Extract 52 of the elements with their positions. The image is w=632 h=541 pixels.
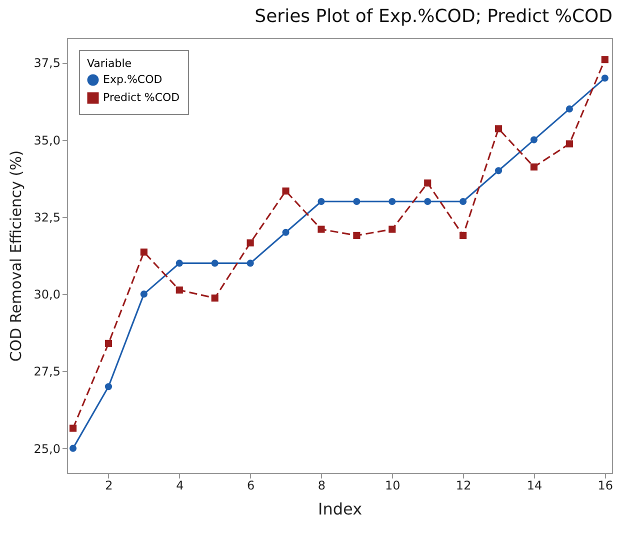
point	[601, 56, 608, 64]
point	[318, 198, 325, 206]
point	[69, 424, 77, 432]
point	[282, 228, 290, 236]
point	[388, 226, 396, 233]
x-tick-label: 2	[105, 478, 113, 492]
y-tick-label: 37,5	[34, 56, 60, 70]
point	[530, 136, 538, 144]
y-axis-title: COD Removal Efficiency (%)	[6, 150, 25, 362]
y-tick-label: 32,5	[34, 210, 60, 224]
legend-label: Predict %COD	[103, 91, 180, 104]
x-axis-title: Index	[318, 500, 362, 518]
point	[69, 444, 77, 452]
point	[211, 260, 218, 267]
point	[104, 340, 112, 347]
point	[388, 198, 396, 206]
point	[246, 260, 254, 267]
point	[566, 140, 573, 148]
x-tick-label: 4	[176, 478, 184, 492]
point	[246, 239, 254, 246]
x-tick-label: 10	[385, 478, 400, 492]
point	[140, 248, 148, 256]
point	[424, 198, 432, 206]
x-tick-label: 14	[526, 478, 542, 492]
point	[104, 383, 112, 390]
point	[424, 179, 432, 187]
x-tick-label: 8	[318, 478, 326, 492]
point	[176, 260, 183, 267]
y-tick-label: 25,0	[34, 442, 60, 456]
y-tick-label: 30,0	[34, 288, 60, 302]
point	[282, 187, 290, 195]
legend-title: Variable	[87, 57, 132, 70]
point	[530, 163, 538, 170]
point	[353, 232, 360, 239]
x-tick-label: 16	[598, 478, 614, 492]
point	[318, 226, 325, 233]
point	[460, 198, 467, 206]
point	[566, 105, 573, 112]
point	[601, 74, 608, 82]
point	[176, 286, 183, 294]
point	[211, 294, 218, 302]
point	[460, 232, 467, 239]
point	[494, 125, 502, 132]
point	[353, 198, 360, 206]
x-tick-label: 12	[456, 478, 472, 492]
y-tick-label: 35,0	[34, 133, 60, 148]
chart-title: Series Plot of Exp.%COD; Predict %COD	[254, 6, 613, 27]
point	[494, 167, 502, 174]
legend-label: Exp.%COD	[103, 73, 162, 86]
y-tick-label: 27,5	[34, 364, 60, 379]
point	[140, 290, 148, 298]
x-tick-label: 6	[247, 478, 255, 492]
